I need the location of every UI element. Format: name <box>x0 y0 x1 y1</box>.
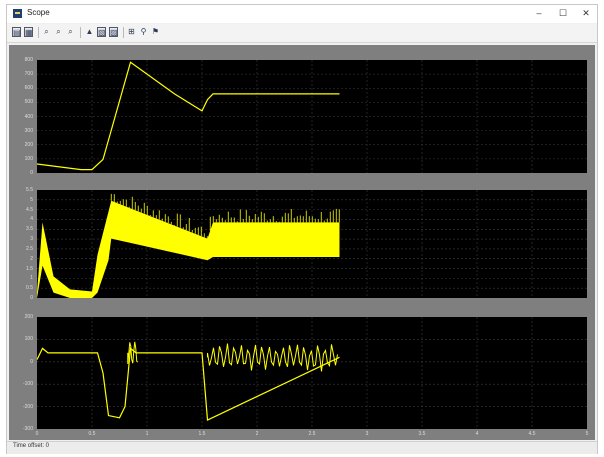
toolbar-separator <box>80 27 81 38</box>
y-tick-label: 4.5 <box>26 206 33 213</box>
signal-oscillation <box>207 343 338 372</box>
y-tick-label: 0 <box>30 295 33 301</box>
plot-area: 0 100 200 300 400 500 600 700 800 0 0.5 1 1.5 2 2.5 3 3… <box>9 45 595 440</box>
y-tick-label: 3.5 <box>26 226 33 233</box>
toolbar-separator <box>38 27 39 38</box>
x-tick-label: 1.5 <box>198 431 206 437</box>
zoom-y-icon[interactable]: ⌕ <box>68 27 73 36</box>
toolbar: ▤ ▦ ⌕ ⌕ ⌕ ▲ ▧ ▨ ⊞ ⚲ ⚑ <box>7 24 597 43</box>
y-tick-label: 1 <box>30 275 33 282</box>
close-button[interactable]: ✕ <box>582 8 590 18</box>
floating-scope-icon[interactable]: ⊞ <box>128 27 135 36</box>
y-tick-label: 2 <box>30 255 33 262</box>
x-tick-label: 0 <box>35 431 39 437</box>
minimize-button[interactable]: – <box>536 8 542 18</box>
signal-selection-icon[interactable]: ⚑ <box>151 27 160 36</box>
scope-app-icon <box>13 9 22 18</box>
y-tick-label: 700 <box>24 71 33 78</box>
save-axes-icon[interactable]: ▧ <box>97 27 106 37</box>
x-tick-label: 5 <box>585 431 589 437</box>
window-title: Scope <box>27 8 50 17</box>
parameters-icon[interactable]: ▦ <box>24 27 33 37</box>
x-tick-label: 4.5 <box>528 431 536 437</box>
y-tick-label: 800 <box>24 57 33 63</box>
y-tick-label: 100 <box>24 336 33 343</box>
signal-line <box>37 347 340 421</box>
y-tick-label: -100 <box>22 381 33 388</box>
y-tick-label: 2.5 <box>26 245 33 252</box>
status-bar: Time offset: 0 <box>7 441 597 454</box>
y-tick-label: 200 <box>24 141 33 148</box>
zoom-x-icon[interactable]: ⌕ <box>56 27 61 36</box>
x-tick-label: 2 <box>255 431 259 437</box>
axes-2[interactable] <box>37 190 587 298</box>
y-tick-label: 0.5 <box>26 285 33 292</box>
x-tick-label: 0.5 <box>88 431 96 437</box>
x-tick-label: 2.5 <box>308 431 316 437</box>
y-tick-label: 4 <box>30 216 33 223</box>
signal-ringing <box>127 341 139 364</box>
axes-1[interactable] <box>37 60 587 173</box>
time-offset-label: Time offset: 0 <box>13 443 50 449</box>
x-tick-label: 4 <box>475 431 479 437</box>
y-tick-label: 500 <box>24 99 33 106</box>
y-tick-label: 600 <box>24 85 33 92</box>
y-tick-label: 0 <box>30 358 33 365</box>
x-tick-label: 3.5 <box>418 431 426 437</box>
y-tick-label: 1.5 <box>26 265 33 272</box>
y-tick-label: 100 <box>24 155 33 162</box>
y-tick-label: 400 <box>24 113 33 120</box>
lock-axes-icon[interactable]: ⚲ <box>140 27 147 36</box>
axes-3-canvas <box>37 317 587 429</box>
axes-1-canvas <box>37 60 587 173</box>
y-tick-label: -200 <box>22 403 33 410</box>
y-tick-label: 200 <box>24 314 33 320</box>
maximize-button[interactable]: ☐ <box>558 8 568 18</box>
zoom-in-icon[interactable]: ⌕ <box>44 27 49 36</box>
signal-band <box>37 200 340 298</box>
x-tick-label: 1 <box>145 431 149 437</box>
signal-spikes <box>110 193 340 239</box>
print-icon[interactable]: ▤ <box>12 27 21 37</box>
autoscale-icon[interactable]: ▲ <box>85 27 94 36</box>
toolbar-separator <box>123 27 124 38</box>
restore-axes-icon[interactable]: ▨ <box>109 27 118 37</box>
axes-3[interactable] <box>37 317 587 429</box>
y-tick-label: 3 <box>30 236 33 243</box>
y-tick-label: 5.5 <box>26 187 33 193</box>
axes-2-canvas <box>37 190 587 298</box>
signal-line <box>37 61 340 171</box>
y-tick-label: 0 <box>30 170 33 176</box>
scope-window: Scope – ☐ ✕ ▤ ▦ ⌕ ⌕ ⌕ ▲ ▧ ▨ ⊞ ⚲ ⚑ 0 100 20… <box>6 4 598 454</box>
y-tick-label: 300 <box>24 127 33 134</box>
y-tick-label: -300 <box>22 426 33 432</box>
x-tick-label: 3 <box>365 431 369 437</box>
title-bar[interactable]: Scope – ☐ ✕ <box>7 5 597 23</box>
y-tick-label: 5 <box>30 196 33 203</box>
